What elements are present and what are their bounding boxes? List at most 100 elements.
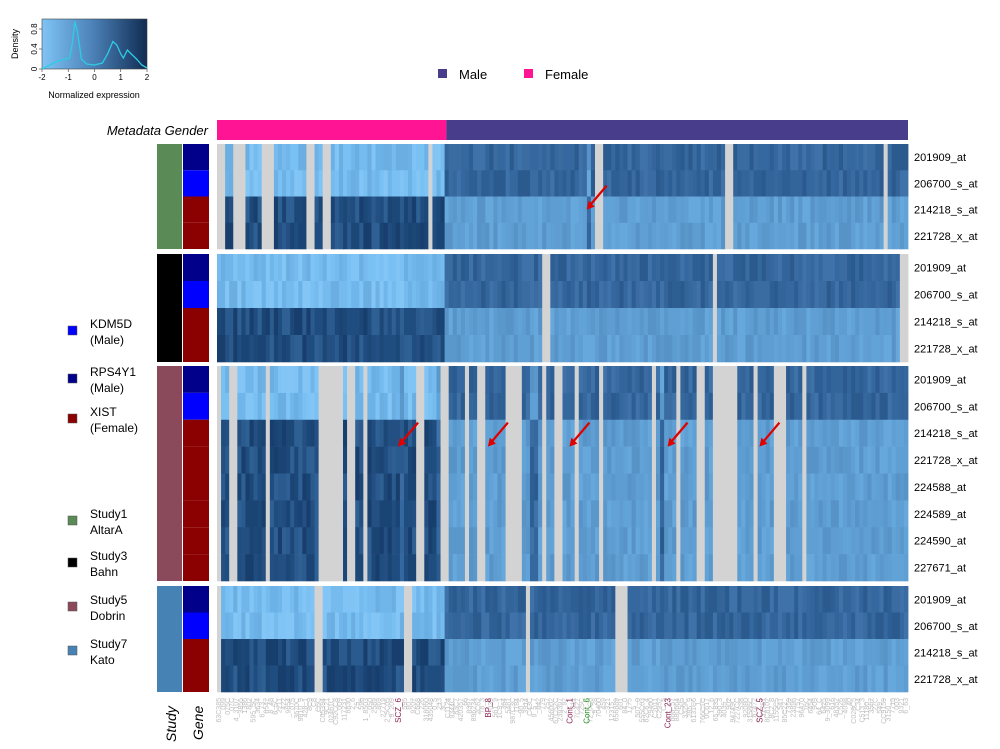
gene-annotation-cell: [183, 586, 209, 613]
heatmap-cell: [554, 222, 559, 250]
heatmap-cell: [436, 170, 441, 197]
heatmap-cell: [631, 222, 637, 250]
heatmap-cell: [769, 473, 775, 501]
heatmap-cell: [265, 665, 271, 693]
heatmap-cell: [387, 254, 393, 282]
heatmap-cell: [704, 419, 710, 447]
heatmap-cell: [542, 392, 547, 421]
heatmap-cell: [672, 366, 677, 394]
heatmap-cell: [643, 586, 649, 613]
sample-label: 420357: [458, 698, 465, 721]
heatmap-cell: [440, 419, 446, 447]
heatmap-cell: [310, 554, 315, 582]
study-annotation-cell: [157, 366, 182, 581]
heatmap-cell: [460, 366, 466, 394]
heatmap-cell: [314, 473, 320, 501]
heatmap-cell: [542, 419, 547, 447]
heatmap-cell: [509, 254, 515, 282]
heatmap-cell: [464, 281, 470, 309]
sample-label: 555C03: [639, 698, 646, 723]
heatmap-cell: [887, 612, 893, 640]
heatmap-cell: [871, 639, 876, 666]
heatmap-cell: [574, 612, 580, 640]
heatmap-cell: [859, 281, 864, 309]
heatmap-cell: [635, 196, 641, 224]
heatmap-cell: [306, 144, 311, 171]
heatmap-cell: [611, 366, 616, 394]
heatmap-cell: [855, 392, 860, 421]
heatmap-cell: [639, 554, 645, 582]
heatmap-cell: [696, 612, 702, 640]
heatmap-cell: [420, 254, 425, 282]
heatmap-cell: [355, 446, 360, 474]
heatmap-cell: [481, 196, 486, 224]
heatmap-cell: [452, 665, 458, 693]
heatmap-cell: [773, 392, 779, 421]
heatmap-cell: [855, 196, 860, 224]
heatmap-cell: [753, 196, 758, 224]
heatmap-cell: [802, 366, 807, 394]
heatmap-cell: [578, 554, 584, 582]
heatmap-cell: [830, 196, 836, 224]
heatmap-cell: [867, 612, 872, 640]
heatmap-cell: [660, 639, 665, 666]
legend-item-rps4y1: RPS4Y1(Male): [67, 365, 136, 395]
heatmap-cell: [798, 554, 803, 582]
heatmap-cell: [229, 500, 234, 528]
heatmap-cell: [603, 366, 608, 394]
heatmap-cell: [444, 665, 450, 693]
heatmap-cell: [810, 639, 815, 666]
heatmap-cell: [371, 586, 376, 613]
heatmap-cell: [505, 586, 511, 613]
heatmap-cell: [777, 500, 783, 528]
heatmap-cell: [481, 366, 486, 394]
heatmap-cell: [261, 419, 267, 447]
heatmap-cell: [745, 196, 750, 224]
heatmap-cell: [558, 446, 563, 474]
heatmap-cell: [615, 254, 620, 282]
heatmap-cell: [737, 222, 742, 250]
heatmap-cell: [477, 281, 482, 309]
heatmap-cell: [249, 612, 254, 640]
heatmap-cell: [757, 392, 763, 421]
sample-label: 85C22_: [782, 698, 789, 723]
heatmap-cell: [489, 144, 494, 171]
heatmap-cell: [806, 500, 811, 528]
heatmap-cell: [737, 366, 742, 394]
heatmap-cell: [314, 586, 320, 613]
heatmap-cell: [497, 144, 502, 171]
heatmap-cell: [798, 392, 803, 421]
heatmap-cell: [729, 281, 734, 309]
heatmap-cell: [903, 281, 909, 309]
heatmap-cell: [635, 446, 641, 474]
heatmap-cell: [233, 170, 238, 197]
heatmap-cell: [456, 473, 462, 501]
heatmap-cell: [330, 473, 336, 501]
sample-label: 075: [290, 698, 297, 710]
heatmap-cell: [277, 196, 283, 224]
heatmap-cell: [773, 281, 779, 309]
heatmap-cell: [477, 639, 482, 666]
heatmap-cell: [489, 527, 494, 555]
heatmap-cell: [716, 196, 722, 224]
heatmap-cell: [745, 222, 750, 250]
heatmap-cell: [696, 170, 702, 197]
heatmap-cell: [379, 281, 385, 309]
heatmap-cell: [412, 308, 417, 336]
heatmap-cell: [229, 554, 234, 582]
heatmap-cell: [237, 639, 242, 666]
heatmap-cell: [651, 612, 657, 640]
heatmap-cell: [261, 527, 267, 555]
heatmap-cell: [505, 473, 511, 501]
heatmap-cell: [855, 473, 860, 501]
heatmap-cell: [408, 366, 413, 394]
heatmap-cell: [838, 281, 844, 309]
heatmap-cell: [891, 446, 897, 474]
heatmap-cell: [899, 419, 905, 447]
heatmap-cell: [725, 254, 730, 282]
heatmap-cell: [473, 196, 478, 224]
heatmap-cell: [582, 392, 588, 421]
heatmap-cell: [294, 308, 299, 336]
heatmap-cell: [838, 144, 844, 171]
